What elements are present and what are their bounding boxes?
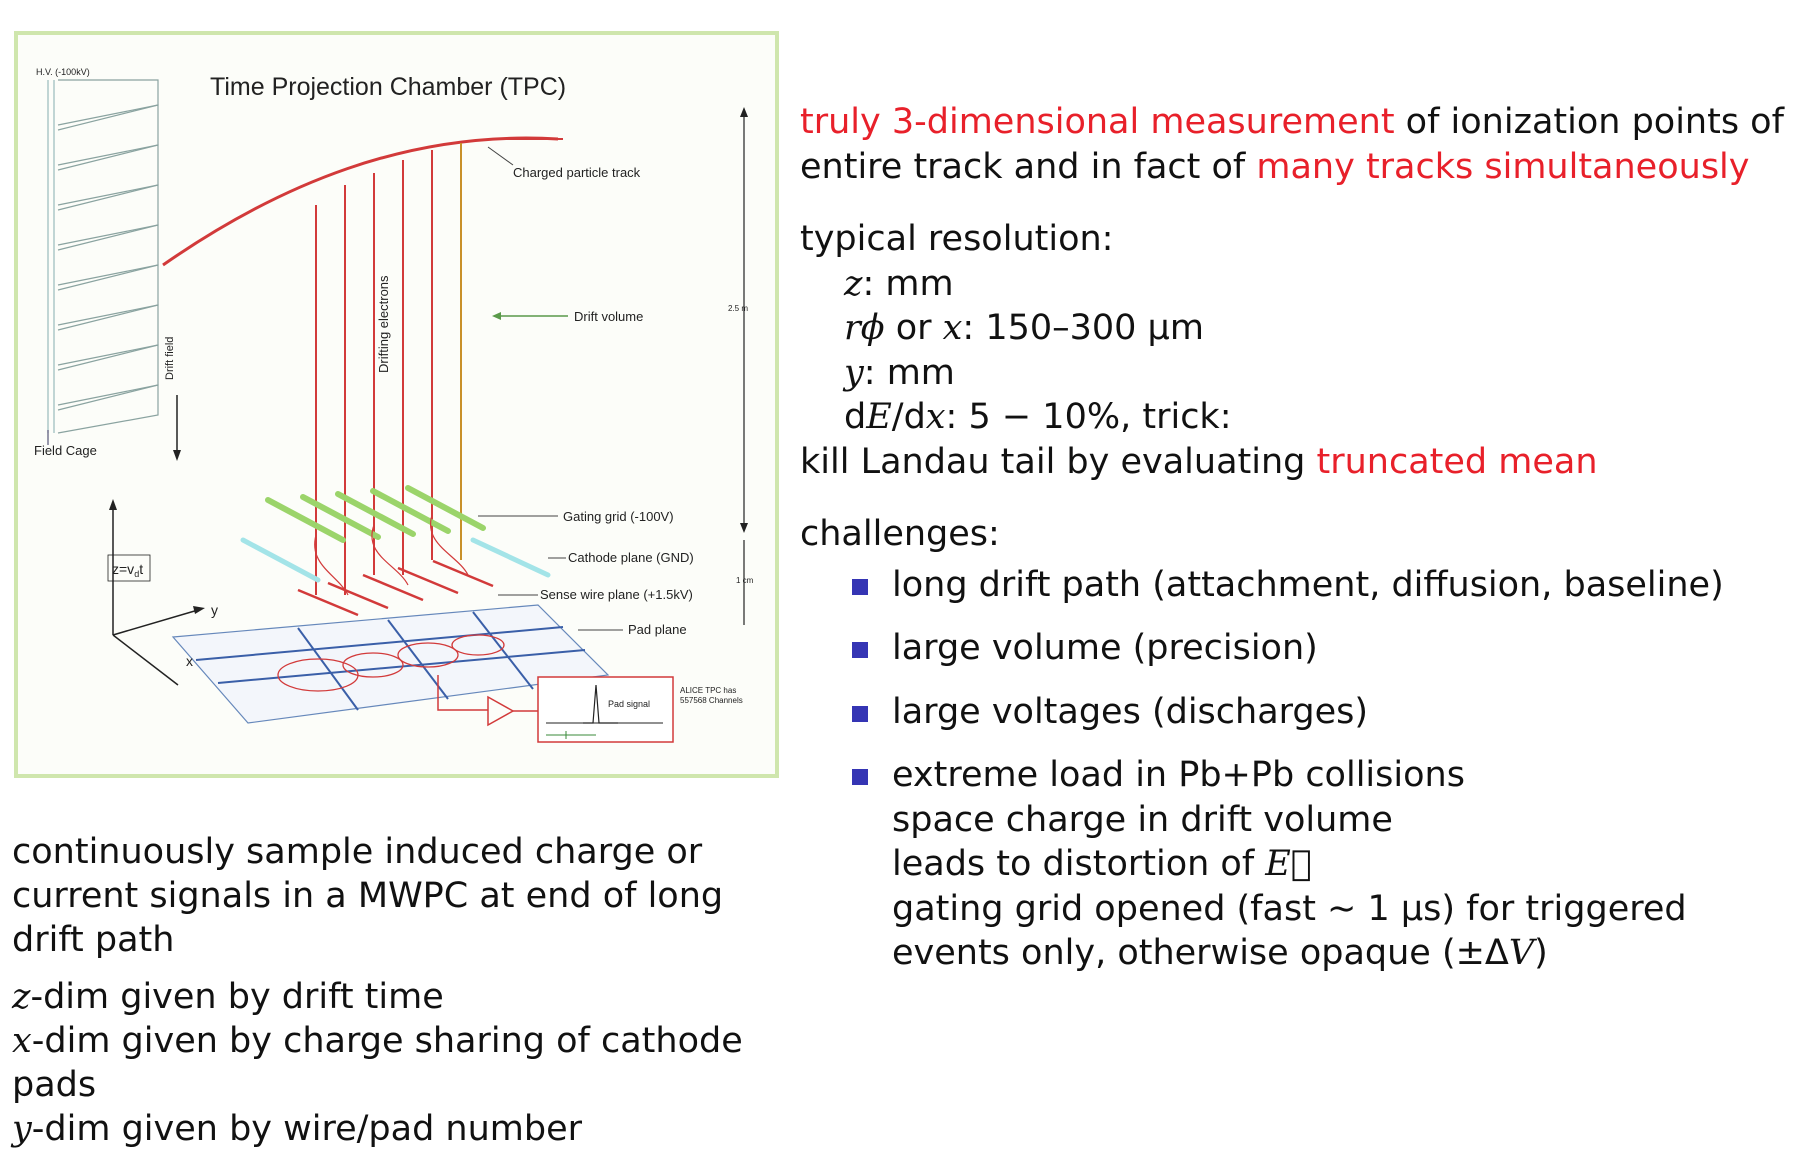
gating-grid-label: Gating grid (-100V) — [563, 509, 674, 524]
x-dim-line: x-dim given by charge sharing of cathode — [12, 1021, 743, 1061]
bullet-square-icon — [852, 705, 868, 722]
resolution-z: z: mm — [844, 263, 954, 304]
x-dim-line-2: pads — [12, 1065, 97, 1105]
pad-plane-label: Pad plane — [628, 622, 687, 637]
pad-signal-label: Pad signal — [608, 699, 650, 709]
landau-line: kill Landau tail by evaluating truncated… — [800, 441, 1598, 482]
tpc-diagram-svg: Time Projection Chamber (TPC) H.V. (-100… — [34, 67, 754, 743]
y-axis-label: y — [211, 602, 218, 618]
bullet-square-icon — [852, 642, 868, 658]
cathode-plane — [240, 537, 551, 583]
intro-line-1: truly 3-dimensional measurement of ioniz… — [800, 102, 1784, 142]
y-dim-line: y-dim given by wire/pad number — [12, 1109, 583, 1149]
gating-grid — [265, 485, 486, 543]
hv-label: H.V. (-100kV) — [36, 67, 90, 77]
alice-label-1: ALICE TPC has — [680, 686, 736, 695]
resolution-rphi: rϕ or x: 150–300 μm — [844, 308, 1204, 348]
readout-electronics — [437, 675, 674, 743]
list-item: long drift path (attachment, diffusion, … — [852, 563, 1790, 608]
resolution-heading: typical resolution: — [800, 219, 1114, 259]
list-item: extreme load in Pb+Pb collisions space c… — [852, 753, 1790, 976]
charged-particle-track — [162, 136, 559, 267]
drift-field-label: Drift field — [164, 337, 176, 380]
sense-wire-label: Sense wire plane (+1.5kV) — [540, 587, 693, 602]
sense-wire-plane — [297, 559, 494, 617]
bullet-square-icon — [852, 578, 868, 595]
length-label: 2.5 m — [728, 304, 748, 313]
z-axis-sub: d — [134, 569, 139, 579]
sampling-line-3: drift path — [12, 920, 175, 960]
alice-label-2: 557568 Channels — [680, 696, 743, 705]
tpc-diagram: Time Projection Chamber (TPC) H.V. (-100… — [14, 31, 779, 778]
sampling-line-1: continuously sample induced charge or — [12, 832, 703, 872]
sampling-paragraph: continuously sample induced charge or cu… — [12, 830, 782, 962]
field-cage-label: Field Cage — [34, 443, 97, 458]
intro-line-2: entire track and in fact of many tracks … — [800, 146, 1750, 187]
pad-plane — [171, 604, 610, 724]
list-item: large volume (precision) — [852, 626, 1790, 671]
right-text-block: truly 3-dimensional measurement of ioniz… — [800, 100, 1790, 995]
field-cage — [47, 79, 159, 445]
x-axis-label: x — [186, 653, 193, 669]
one-cm-label: 1 cm — [736, 576, 754, 585]
drifting-electrons-label: Drifting electrons — [376, 275, 391, 373]
resolution-dedx: dE/dx: 5 − 10%, trick: — [844, 397, 1232, 437]
dimensions-paragraph: z-dim given by drift time x-dim given by… — [12, 975, 782, 1151]
diagram-title: Time Projection Chamber (TPC) — [210, 73, 566, 101]
sampling-line-2: current signals in a MWPC at end of long — [12, 876, 724, 916]
drift-volume-label: Drift volume — [574, 309, 643, 324]
challenges-list: long drift path (attachment, diffusion, … — [800, 563, 1790, 976]
bullet-square-icon — [852, 769, 868, 785]
left-text-block: continuously sample induced charge or cu… — [12, 830, 782, 1164]
cathode-plane-label: Cathode plane (GND) — [568, 550, 694, 565]
z-axis-label: z=v — [112, 561, 134, 577]
challenges-heading: challenges: — [800, 514, 1000, 554]
resolution-y: y: mm — [844, 352, 955, 393]
z-axis-t: t — [139, 561, 143, 577]
list-item: large voltages (discharges) — [852, 690, 1790, 735]
svg-text:z=vdt: z=vdt — [112, 561, 143, 579]
coordinate-axes — [112, 505, 199, 686]
z-dim-line: z-dim given by drift time — [12, 977, 444, 1017]
track-label: Charged particle track — [513, 165, 641, 180]
